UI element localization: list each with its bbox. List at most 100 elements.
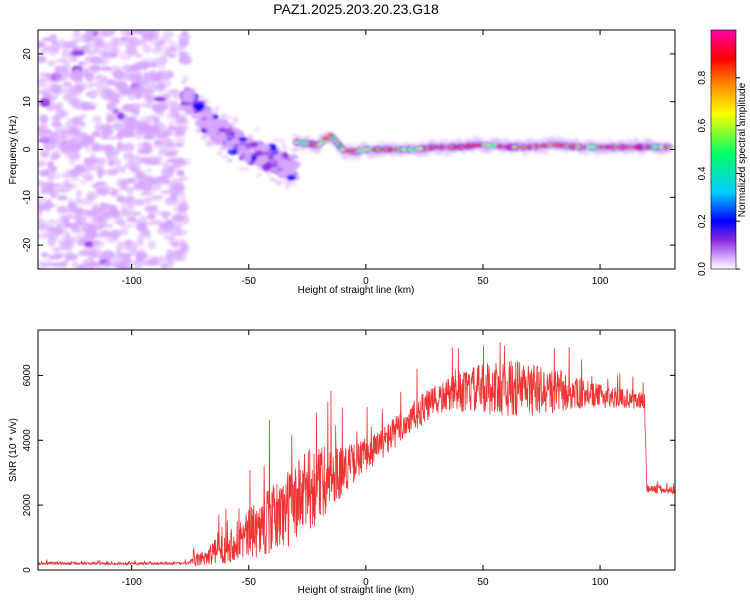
spectral-blob	[78, 179, 88, 185]
spectral-blob	[139, 215, 149, 221]
spectral-blob	[239, 140, 246, 145]
spectral-blob	[338, 145, 343, 148]
spectral-blob	[180, 51, 187, 62]
spectral-blob	[79, 113, 88, 120]
x-tick-label: -50	[242, 276, 257, 287]
spectral-blob	[126, 125, 137, 131]
spectral-blob	[83, 258, 96, 267]
spectral-blob	[38, 232, 49, 240]
spectral-blob	[144, 234, 152, 240]
spectral-blob	[47, 160, 55, 169]
spectral-blob	[176, 229, 189, 234]
spectral-blob	[257, 167, 264, 172]
spectral-blob	[174, 239, 187, 244]
spectral-blob	[190, 88, 197, 93]
colorbar: 0.0 0.2 0.4 0.6 0.8 Normalized spectral ampl…	[697, 29, 748, 276]
spectral-blob	[218, 148, 225, 153]
spectral-blob	[174, 117, 189, 127]
spectral-blob	[141, 174, 154, 182]
y-tick-label: 2000	[22, 494, 33, 517]
spectral-blob	[138, 30, 148, 37]
spectral-blob	[64, 240, 75, 250]
spectral-blob	[171, 250, 184, 255]
y-tick-label: 0	[22, 146, 33, 152]
spectral-blob	[43, 204, 51, 213]
spectral-blob	[120, 30, 132, 36]
spectral-blob	[59, 215, 68, 220]
spectral-blob	[92, 115, 102, 124]
spectral-blob	[38, 159, 47, 168]
spectral-blob	[38, 55, 47, 64]
spectral-blob	[113, 41, 126, 47]
spectral-blob	[122, 153, 135, 162]
spectral-blob	[116, 196, 126, 203]
spectral-blob	[38, 196, 45, 203]
spectral-blob	[47, 59, 56, 67]
spectral-blob	[151, 78, 164, 88]
spectral-blob	[125, 244, 138, 252]
x-tick-label: 0	[363, 577, 369, 588]
spectral-blob	[209, 142, 216, 147]
spectral-blob	[127, 91, 136, 101]
spectral-blob	[73, 69, 82, 80]
spectral-blob	[93, 232, 106, 239]
spectral-blob	[265, 141, 272, 146]
spectral-blob	[272, 138, 279, 143]
spectral-blob	[127, 72, 141, 80]
spectral-blob	[515, 146, 523, 149]
spectral-blob	[147, 212, 156, 220]
spectral-blob	[274, 147, 281, 152]
spectral-blob	[233, 144, 240, 149]
snr-panel: -100 -50 0 50 100 0 2000 4000 6000 Height of str…	[8, 329, 676, 596]
spectral-blob	[214, 105, 221, 110]
spectral-blob	[181, 79, 188, 84]
spectral-blob	[222, 132, 229, 137]
spectral-blob	[144, 72, 156, 79]
spectral-blob	[345, 150, 357, 153]
spectral-blob	[70, 226, 81, 234]
spectral-blob	[236, 149, 243, 154]
spectral-blob	[290, 181, 297, 186]
spectral-blob	[81, 228, 90, 233]
spectral-blob	[169, 88, 180, 97]
spectral-blob	[38, 180, 46, 187]
spectral-blob	[78, 198, 93, 206]
spectral-blob	[223, 122, 231, 129]
spectral-blob	[622, 146, 634, 149]
spectral-blob	[61, 148, 74, 154]
spectral-blob	[255, 161, 262, 166]
spectral-blob	[113, 161, 122, 169]
spectral-blob	[79, 121, 86, 127]
spectral-blob	[130, 218, 141, 224]
spectral-blob	[153, 96, 167, 102]
spectral-blob	[68, 153, 80, 160]
spectral-blob	[134, 211, 142, 216]
spectral-blob	[211, 137, 218, 142]
spectral-blob	[95, 45, 108, 54]
spectral-blob	[125, 194, 136, 205]
spectral-blob	[229, 121, 236, 126]
spectral-blob	[471, 144, 481, 147]
spectral-blob	[284, 185, 291, 190]
spectral-blob	[182, 75, 189, 80]
spectral-blob	[101, 66, 112, 72]
spectral-blob	[55, 75, 68, 82]
spectral-blob	[47, 218, 56, 226]
spectral-blob	[85, 30, 100, 35]
spectral-blob	[85, 191, 98, 201]
spectral-blob	[75, 213, 84, 219]
spectral-blob	[276, 182, 283, 187]
spectral-blob	[123, 103, 135, 112]
x-tick-label: 50	[477, 577, 489, 588]
spectral-blob	[215, 139, 224, 145]
spectral-blob	[177, 171, 185, 177]
spectral-blob	[158, 55, 168, 65]
spectral-blob	[523, 146, 533, 149]
spectral-blob	[86, 231, 96, 242]
spectral-blob	[108, 107, 123, 112]
spectral-blob	[38, 211, 43, 217]
y-tick-label: -10	[22, 190, 33, 205]
spectral-blob	[42, 81, 54, 90]
spectral-blob	[202, 97, 209, 102]
spectral-blob	[110, 53, 118, 59]
